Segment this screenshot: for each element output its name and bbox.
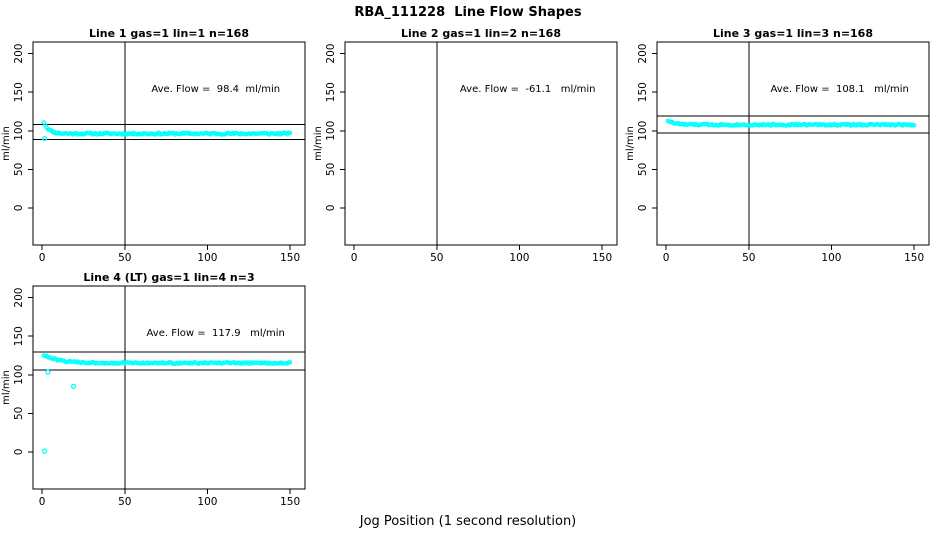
y-tick-label: 200	[13, 288, 25, 308]
x-tick-label: 50	[430, 252, 443, 264]
ave-flow-annotation: Ave. Flow = 117.9 ml/min	[147, 328, 285, 339]
y-tick-label: 150	[13, 326, 25, 346]
main-title: RBA_111228 Line Flow Shapes	[354, 5, 582, 20]
x-tick-label: 50	[742, 252, 755, 264]
y-axis-label: ml/min	[313, 126, 324, 161]
x-tick-label: 100	[509, 252, 529, 264]
y-tick-label: 100	[13, 121, 25, 141]
x-tick-label: 150	[280, 496, 300, 508]
ave-flow-annotation: Ave. Flow = 108.1 ml/min	[771, 84, 909, 95]
x-tick-label: 150	[904, 252, 924, 264]
x-tick-label: 0	[663, 252, 670, 264]
x-axis-label: Jog Position (1 second resolution)	[359, 514, 577, 529]
y-tick-label: 100	[637, 121, 649, 141]
y-tick-label: 150	[325, 82, 337, 102]
y-tick-label: 150	[637, 82, 649, 102]
y-tick-label: 200	[325, 44, 337, 64]
x-tick-label: 100	[197, 496, 217, 508]
y-axis-label: ml/min	[625, 126, 636, 161]
y-axis-label: ml/min	[1, 126, 12, 161]
y-tick-label: 0	[325, 205, 337, 212]
x-tick-label: 150	[592, 252, 612, 264]
y-tick-label: 100	[325, 121, 337, 141]
x-tick-label: 100	[197, 252, 217, 264]
x-tick-label: 50	[118, 252, 131, 264]
panel-line-1: Line 1 gas=1 lin=1 n=168 0 50 100 150 0 50 100 1…	[1, 28, 306, 264]
panel-title: Line 3 gas=1 lin=3 n=168	[713, 28, 873, 40]
x-tick-label: 150	[280, 252, 300, 264]
x-tick-label: 0	[351, 252, 358, 264]
x-tick-label: 0	[39, 496, 46, 508]
y-tick-label: 200	[13, 44, 25, 64]
y-tick-label: 150	[13, 82, 25, 102]
ave-flow-annotation: Ave. Flow = -61.1 ml/min	[460, 84, 596, 95]
ave-flow-annotation: Ave. Flow = 98.4 ml/min	[151, 84, 280, 95]
y-tick-label: 0	[637, 205, 649, 212]
y-tick-label: 100	[13, 365, 25, 385]
panel-line-3: Line 3 gas=1 lin=3 n=168 0 50 100 150 0 50 100 1…	[625, 28, 930, 264]
x-tick-label: 50	[118, 496, 131, 508]
y-tick-label: 50	[13, 163, 25, 176]
panel-title: Line 4 (LT) gas=1 lin=4 n=3	[83, 272, 254, 284]
y-tick-label: 50	[325, 163, 337, 176]
panel-title: Line 1 gas=1 lin=1 n=168	[89, 28, 249, 40]
y-tick-label: 50	[637, 163, 649, 176]
y-tick-label: 0	[13, 449, 25, 456]
panel-line-4: Line 4 (LT) gas=1 lin=4 n=3 0 50 100 150 0 50 1…	[1, 272, 306, 508]
y-tick-label: 0	[13, 205, 25, 212]
panel-line-2: Line 2 gas=1 lin=2 n=168 0 50 100 150 0 50 100 1…	[313, 28, 618, 264]
y-axis-label: ml/min	[1, 370, 12, 405]
panel-title: Line 2 gas=1 lin=2 n=168	[401, 28, 561, 40]
y-tick-label: 200	[637, 44, 649, 64]
y-tick-label: 50	[13, 407, 25, 420]
x-tick-label: 0	[39, 252, 46, 264]
x-tick-label: 100	[821, 252, 841, 264]
